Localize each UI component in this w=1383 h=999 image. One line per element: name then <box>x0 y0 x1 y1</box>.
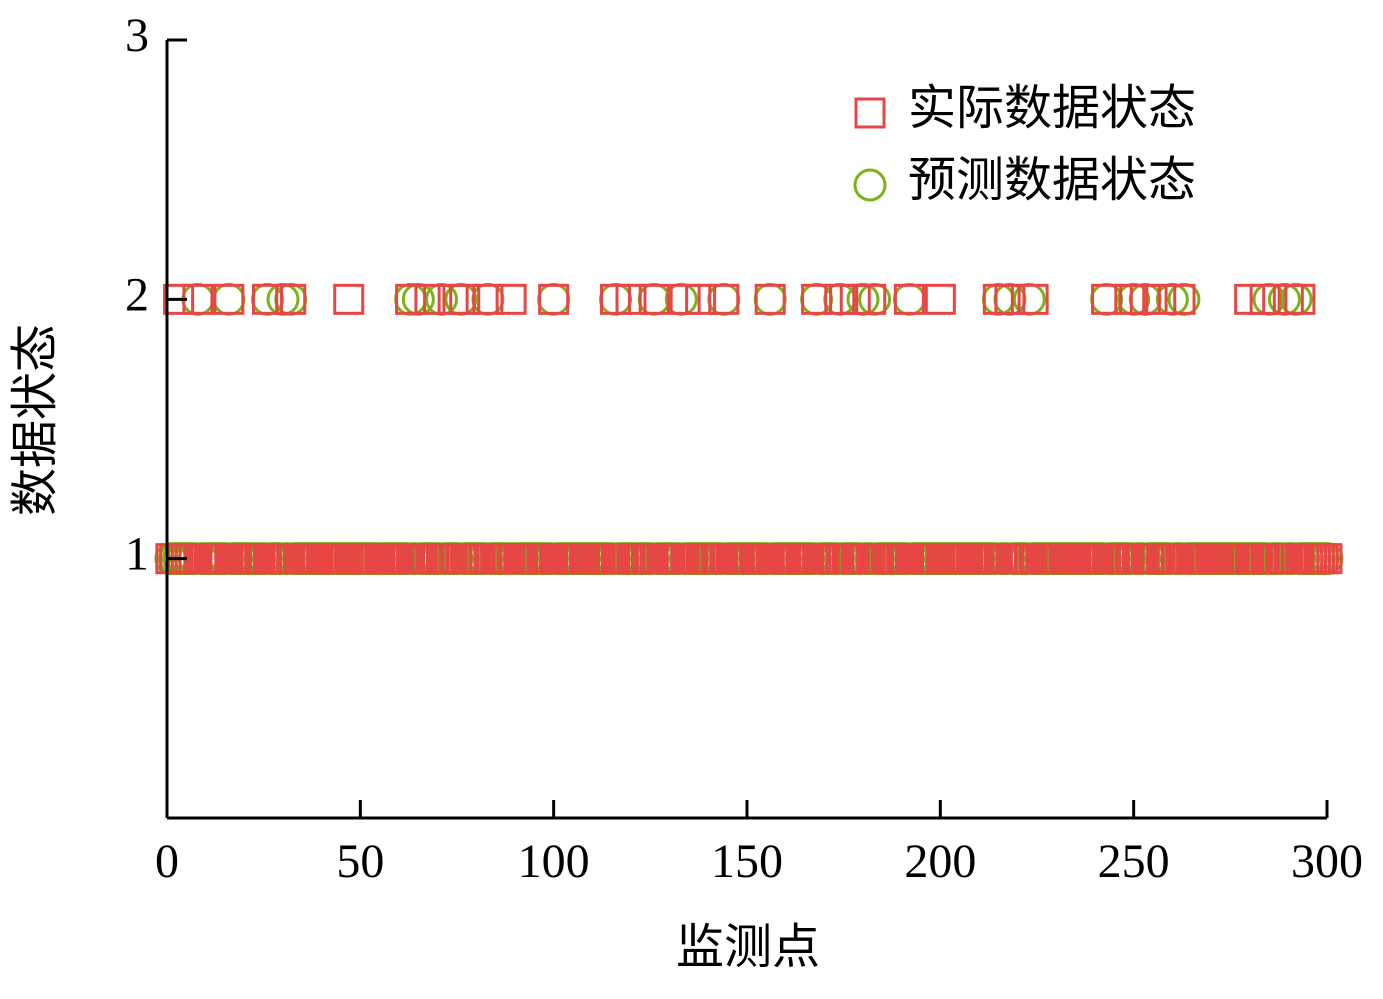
point <box>394 282 428 316</box>
point <box>801 283 833 315</box>
point <box>449 283 481 315</box>
x-tick-label: 250 <box>1098 835 1170 888</box>
point <box>753 282 787 316</box>
plot-area <box>154 282 1344 576</box>
point <box>1164 283 1196 315</box>
x-axis-label: 监测点 <box>676 921 820 974</box>
point <box>333 283 365 315</box>
y-tick-label: 2 <box>125 268 149 321</box>
point <box>893 283 925 315</box>
y-tick-label: 1 <box>125 528 149 581</box>
point <box>994 283 1026 315</box>
axes: 1 2 3 0 50 100 150 200 250 300 <box>125 9 1363 888</box>
legend-marker <box>854 97 886 129</box>
x-tick-label: 50 <box>336 835 384 888</box>
point <box>685 283 717 315</box>
point <box>1091 283 1123 315</box>
point <box>395 283 427 315</box>
legend-label: 实际数据状态 <box>908 82 1196 135</box>
point <box>414 283 446 315</box>
point <box>924 283 956 315</box>
point <box>1284 283 1316 315</box>
x-tick-label: 300 <box>1291 835 1363 888</box>
point <box>1311 543 1343 575</box>
x-tick-label: 0 <box>155 835 179 888</box>
point <box>163 283 195 315</box>
legend-label: 预测数据状态 <box>908 154 1196 207</box>
x-tick-label: 150 <box>711 835 783 888</box>
point <box>1145 283 1177 315</box>
point <box>537 282 571 316</box>
point <box>213 283 245 315</box>
y-tick-label: 3 <box>125 9 149 62</box>
point <box>252 283 284 315</box>
point <box>615 283 647 315</box>
y-axis-label: 数据状态 <box>9 324 62 516</box>
point <box>495 283 527 315</box>
point <box>275 283 307 315</box>
point <box>472 283 504 315</box>
legend-marker <box>853 168 887 202</box>
point <box>855 283 887 315</box>
x-tick-label: 100 <box>518 835 590 888</box>
x-tick-label: 200 <box>904 835 976 888</box>
point <box>538 283 570 315</box>
point <box>1249 283 1281 315</box>
point <box>754 283 786 315</box>
point <box>892 282 926 316</box>
point <box>708 283 740 315</box>
point <box>638 283 670 315</box>
point <box>181 282 215 316</box>
point <box>1017 283 1049 315</box>
point <box>212 282 246 316</box>
